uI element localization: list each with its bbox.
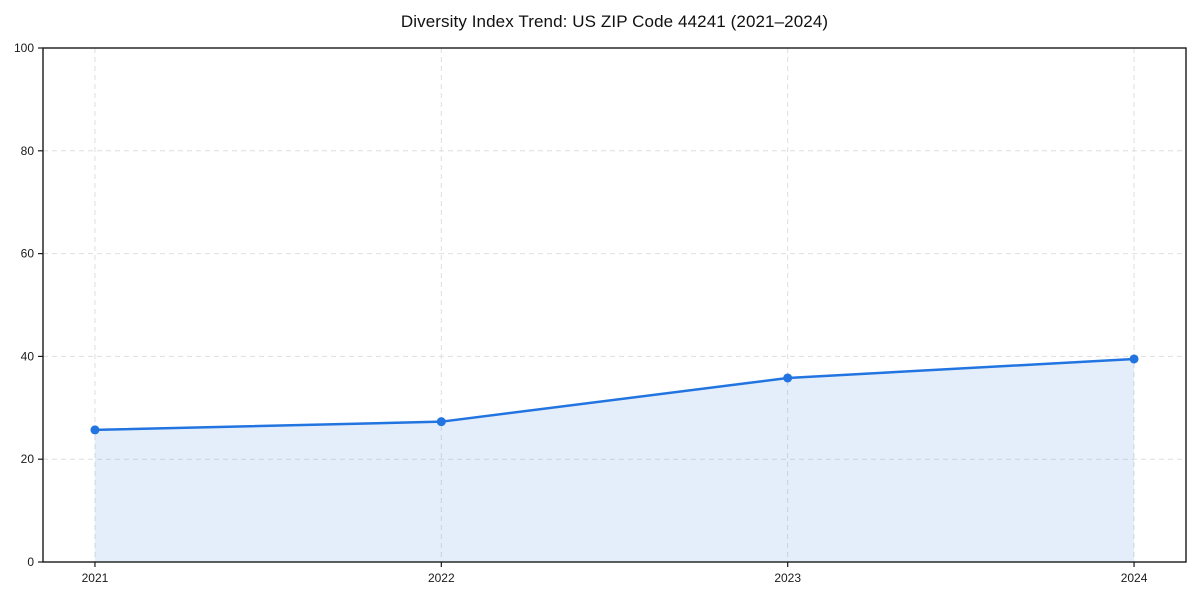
area-fill [94, 358, 1135, 562]
y-tick-label: 60 [21, 247, 35, 261]
y-tick-label: 40 [21, 349, 35, 363]
y-tick-label: 100 [14, 41, 34, 55]
data-point-2024 [1129, 354, 1139, 364]
x-tick-label: 2023 [774, 571, 801, 585]
y-tick-label: 80 [21, 144, 35, 158]
x-tick-label: 2022 [428, 571, 455, 585]
y-tick-label: 20 [21, 452, 35, 466]
data-point-2023 [783, 373, 793, 383]
data-point-2022 [436, 417, 446, 427]
plot-spines [42, 47, 1187, 563]
y-tick-label: 0 [27, 555, 34, 569]
trend-line [93, 357, 1136, 432]
chart-title: Diversity Index Trend: US ZIP Code 44241… [400, 12, 829, 31]
x-tick-label: 2021 [82, 571, 109, 585]
data-point-2021 [90, 425, 100, 435]
x-tick-label: 2024 [1121, 571, 1148, 585]
